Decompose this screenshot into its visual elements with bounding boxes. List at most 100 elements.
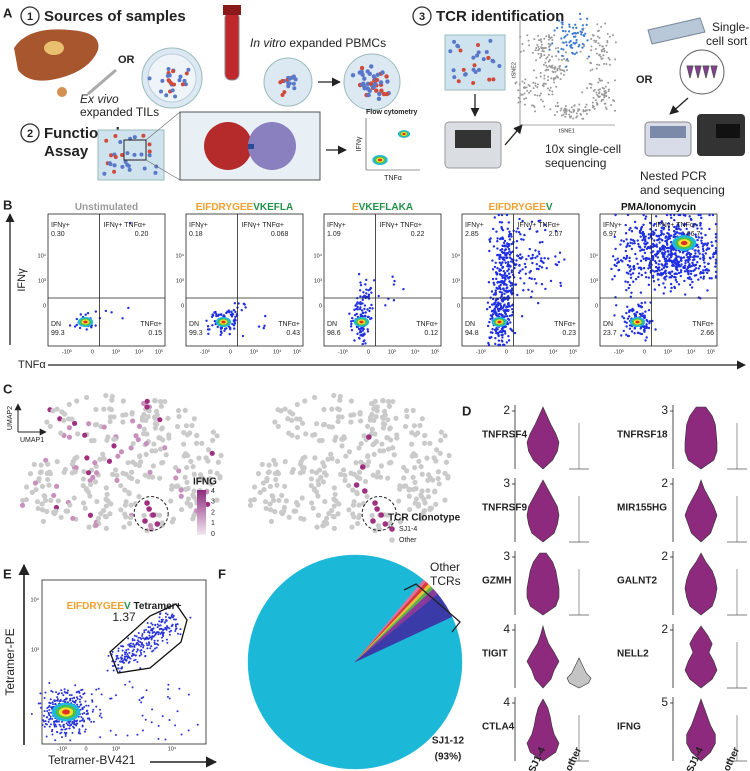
dot bbox=[566, 58, 569, 61]
dot bbox=[359, 464, 366, 470]
dot bbox=[364, 462, 370, 469]
density bbox=[359, 320, 364, 324]
dot bbox=[384, 435, 390, 441]
dot bbox=[551, 70, 554, 73]
dot bbox=[669, 290, 672, 293]
dot bbox=[188, 458, 194, 464]
dot bbox=[331, 503, 337, 509]
dot bbox=[178, 493, 184, 499]
dot bbox=[44, 419, 50, 425]
dot bbox=[624, 249, 628, 253]
dot bbox=[364, 283, 367, 286]
dot bbox=[95, 705, 98, 708]
flow-title: Flow cytometry bbox=[366, 109, 417, 116]
dot bbox=[714, 233, 718, 236]
dot bbox=[49, 698, 52, 701]
dot bbox=[504, 261, 507, 264]
dot bbox=[586, 87, 589, 90]
dot bbox=[349, 325, 353, 328]
dot bbox=[510, 293, 514, 296]
dot bbox=[178, 74, 183, 79]
dot bbox=[660, 268, 664, 271]
dot bbox=[120, 164, 125, 169]
dot bbox=[141, 632, 144, 635]
dot bbox=[412, 479, 418, 486]
dot bbox=[142, 646, 145, 649]
dot bbox=[88, 718, 91, 721]
dot bbox=[564, 115, 567, 118]
dot bbox=[161, 639, 164, 642]
dot bbox=[43, 497, 49, 504]
dot bbox=[531, 51, 534, 54]
dot bbox=[419, 488, 425, 494]
shape bbox=[694, 65, 702, 79]
dot bbox=[75, 317, 79, 321]
dot bbox=[607, 90, 610, 93]
dot bbox=[209, 450, 215, 456]
axis-max: 3 bbox=[503, 476, 510, 490]
dot bbox=[210, 315, 214, 319]
dot bbox=[112, 467, 119, 473]
dot bbox=[144, 398, 150, 404]
dot bbox=[225, 311, 228, 315]
dot bbox=[667, 228, 671, 231]
dot bbox=[476, 67, 481, 72]
dot bbox=[472, 63, 477, 68]
dot bbox=[504, 283, 507, 286]
dot bbox=[515, 246, 518, 250]
shape bbox=[686, 65, 694, 79]
dot bbox=[491, 259, 494, 262]
dot bbox=[202, 477, 208, 483]
dot bbox=[54, 703, 57, 706]
dot bbox=[121, 524, 127, 530]
legend-item: SJ1-4 bbox=[399, 526, 417, 533]
dot bbox=[626, 305, 629, 308]
dot bbox=[349, 320, 353, 323]
dot bbox=[663, 253, 666, 256]
dot bbox=[543, 228, 547, 232]
dot bbox=[484, 50, 489, 55]
dot bbox=[563, 58, 566, 61]
dot bbox=[660, 248, 664, 251]
dot bbox=[662, 223, 665, 227]
dot bbox=[197, 472, 204, 478]
dot bbox=[670, 248, 673, 251]
dot bbox=[488, 336, 491, 339]
dot bbox=[154, 521, 161, 527]
dot bbox=[585, 23, 588, 26]
dot bbox=[523, 86, 526, 89]
dot bbox=[45, 476, 51, 483]
dot bbox=[157, 737, 160, 740]
dot bbox=[582, 117, 585, 120]
dot bbox=[271, 457, 277, 463]
dot bbox=[640, 227, 643, 230]
dot bbox=[575, 51, 578, 54]
dot bbox=[690, 278, 693, 281]
dot bbox=[167, 73, 172, 78]
shape bbox=[403, 583, 461, 633]
dot bbox=[565, 41, 568, 44]
dot bbox=[562, 109, 565, 112]
dot bbox=[586, 57, 589, 60]
dot bbox=[523, 282, 526, 285]
shape bbox=[57, 87, 67, 97]
dot bbox=[558, 67, 561, 70]
dot bbox=[674, 262, 677, 266]
dot bbox=[499, 288, 502, 291]
dot bbox=[123, 658, 126, 661]
dot bbox=[677, 260, 681, 264]
dot bbox=[380, 448, 387, 454]
dot bbox=[80, 476, 87, 482]
dot bbox=[651, 258, 655, 262]
dot bbox=[556, 69, 559, 72]
dot bbox=[521, 93, 524, 96]
dot bbox=[241, 334, 245, 338]
dot bbox=[262, 326, 265, 330]
dot bbox=[626, 263, 630, 267]
dot bbox=[628, 327, 632, 330]
dot bbox=[605, 95, 608, 98]
dot bbox=[53, 700, 56, 703]
dot bbox=[665, 213, 669, 217]
dot bbox=[164, 93, 169, 98]
gene-name: CTLA4 bbox=[482, 722, 515, 733]
